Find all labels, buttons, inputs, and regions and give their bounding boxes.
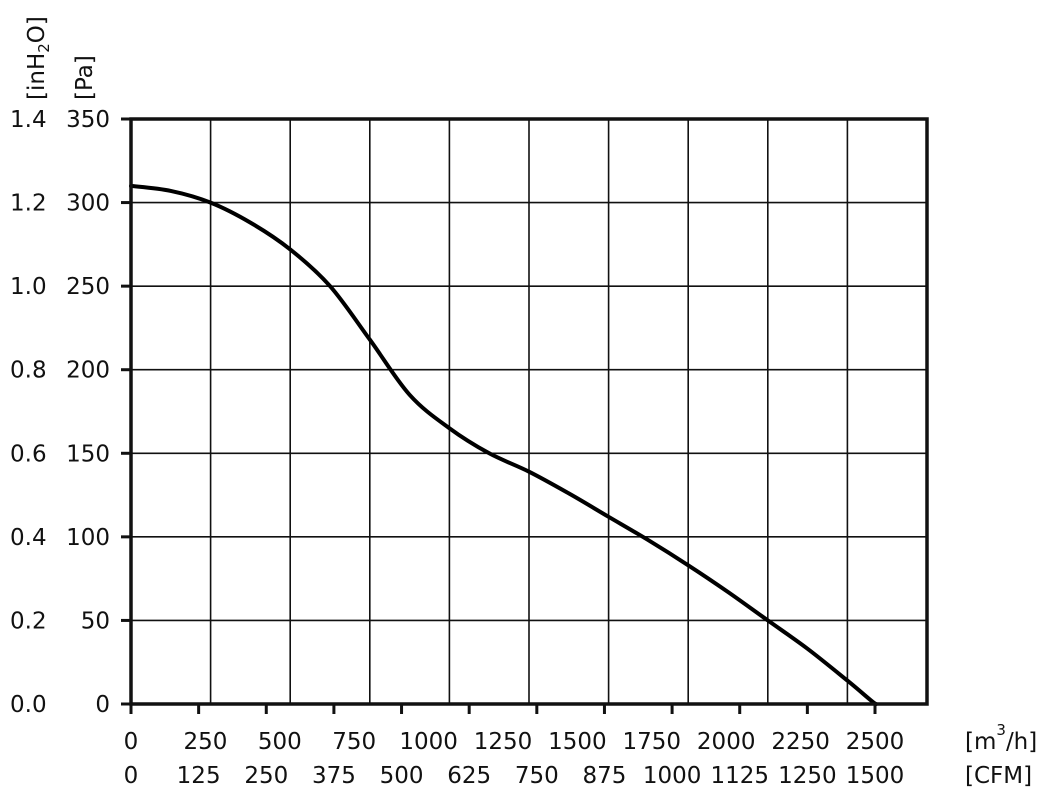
y-axis-unit-inh2o-tail: O] [24, 16, 50, 43]
x-axis-unit-cfm: [CFM] [965, 763, 1032, 789]
x-tick-label-cfm: 875 [583, 763, 627, 789]
y-axis-unit-inh2o-sub: 2 [35, 43, 53, 53]
x-tick-label-m3h: 1250 [474, 729, 533, 755]
y-tick-label-pa: 250 [66, 274, 110, 300]
tick-labels: 0 50 100 150 200 250 300 350 0.0 0.2 0.4 0.6 0.8 1.0 1… [10, 107, 904, 789]
y-tick-label-pa: 200 [66, 358, 110, 384]
y-tick-label-inh2o: 0.2 [10, 608, 47, 634]
y-tick-label-pa: 150 [66, 441, 110, 467]
x-tick-label-m3h: 250 [183, 729, 227, 755]
x-tick-label-m3h: 2500 [846, 729, 905, 755]
x-axis-unit-m3h: [m3/h] [965, 721, 1037, 755]
x-tick-label-cfm: 625 [447, 763, 491, 789]
x-tick-label-cfm: 0 [124, 763, 139, 789]
y-tick-label-pa: 50 [81, 608, 110, 634]
curve-layer [129, 183, 879, 706]
x-tick-label-m3h: 2000 [697, 729, 756, 755]
pressure-flow-curve [129, 183, 879, 706]
x-tick-label-m3h: 1750 [623, 729, 682, 755]
x-tick-label-m3h: 1500 [548, 729, 607, 755]
y-tick-label-pa: 300 [66, 191, 110, 217]
x-tick-label-cfm: 125 [177, 763, 221, 789]
y-axis-unit-pa: [Pa] [72, 55, 98, 100]
x-tick-label-m3h: 1000 [399, 729, 458, 755]
x-axis-unit-base: [m [965, 729, 996, 755]
tick-marks [121, 117, 877, 714]
x-tick-label-m3h: 750 [332, 729, 376, 755]
grid-lines [131, 119, 927, 704]
x-tick-label-m3h: 0 [124, 729, 139, 755]
y-axis-unit-inh2o-base: [inH [24, 53, 50, 100]
x-tick-label-cfm: 250 [244, 763, 288, 789]
x-tick-label-m3h: 500 [258, 729, 302, 755]
y-tick-label-inh2o: 0.0 [10, 692, 47, 718]
x-tick-label-cfm: 1250 [778, 763, 837, 789]
plot-frame [129, 117, 929, 706]
y-tick-label-pa: 350 [66, 107, 110, 133]
y-tick-label-inh2o: 0.6 [10, 441, 47, 467]
x-tick-label-cfm: 375 [312, 763, 356, 789]
x-tick-label-cfm: 500 [380, 763, 424, 789]
x-tick-label-m3h: 2250 [771, 729, 830, 755]
y-tick-label-inh2o: 0.8 [10, 358, 47, 384]
y-tick-label-inh2o: 1.0 [10, 274, 47, 300]
y-tick-label-inh2o: 1.2 [10, 191, 47, 217]
x-axis-unit-tail: /h] [1006, 729, 1037, 755]
y-axis-unit-inh2o: [inH2O] [24, 16, 53, 100]
x-tick-label-cfm: 750 [515, 763, 559, 789]
y-tick-label-inh2o: 1.4 [10, 107, 47, 133]
x-tick-label-cfm: 1000 [643, 763, 702, 789]
x-axis-unit-sup: 3 [996, 721, 1006, 739]
x-tick-label-cfm: 1500 [846, 763, 905, 789]
y-tick-label-pa: 0 [95, 692, 110, 718]
y-tick-label-inh2o: 0.4 [10, 525, 47, 551]
x-tick-label-cfm: 1125 [710, 763, 769, 789]
y-tick-label-pa: 100 [66, 525, 110, 551]
